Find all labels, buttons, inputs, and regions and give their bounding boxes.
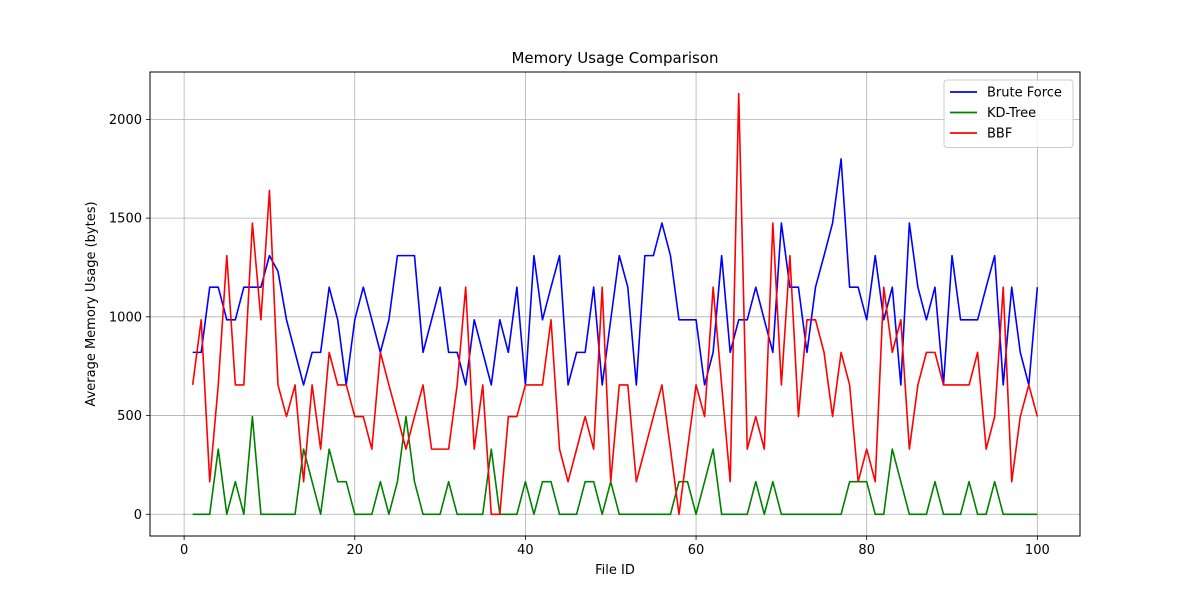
- legend-label: KD-Tree: [987, 106, 1036, 121]
- legend: Brute Force KD-Tree BBF: [943, 79, 1074, 148]
- legend-box: [943, 79, 1074, 148]
- y-tick-label: 1500: [109, 212, 142, 227]
- x-tick-label: 0: [180, 543, 188, 558]
- series-lines: [191, 92, 1039, 516]
- series-line-kd-tree: [192, 415, 1038, 516]
- x-tick-label: 80: [858, 543, 875, 558]
- x-tick-label: 60: [688, 543, 705, 558]
- x-tick-label: 40: [517, 543, 534, 558]
- legend-label: Brute Force: [987, 86, 1062, 101]
- chart-title: Memory Usage Comparison: [511, 49, 718, 67]
- x-tick-label: 20: [346, 543, 363, 558]
- x-axis-label: File ID: [595, 563, 635, 578]
- y-tick-label: 500: [117, 409, 142, 424]
- legend-label: BBF: [987, 127, 1012, 142]
- y-tick-label: 2000: [109, 113, 142, 128]
- series-line-bbf: [191, 92, 1039, 516]
- y-axis-label: Average Memory Usage (bytes): [84, 201, 99, 406]
- x-tick-label: 100: [1025, 543, 1050, 558]
- y-tick-label: 1000: [109, 310, 142, 325]
- plot-frame: [149, 71, 1081, 537]
- y-tick-label: 0: [134, 508, 142, 523]
